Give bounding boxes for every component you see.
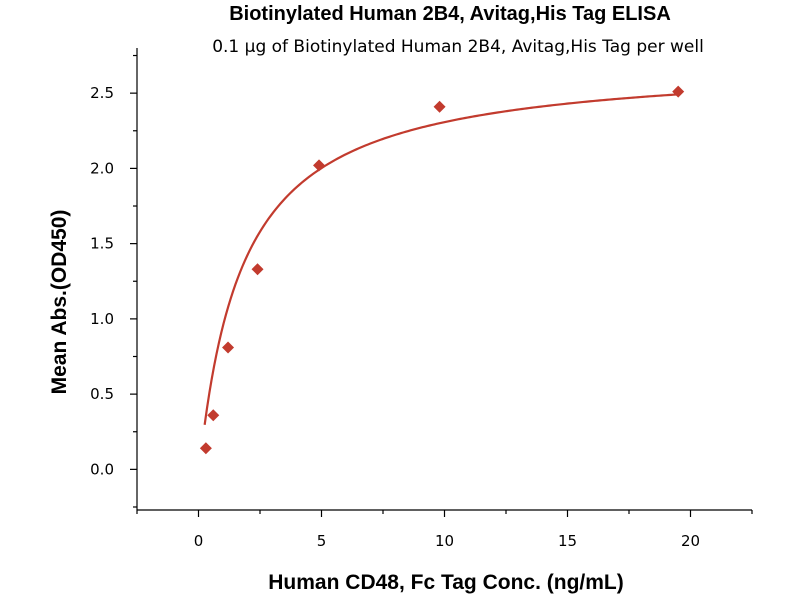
x-axis-ticks: 0 5 10 15 20: [136, 510, 753, 550]
data-point: [672, 85, 685, 98]
x-tick-label: 10: [435, 532, 454, 550]
y-tick-label: 0.5: [90, 385, 114, 403]
data-point: [199, 442, 212, 455]
x-tick-label: 20: [681, 532, 700, 550]
plot-area: [199, 85, 685, 455]
y-tick-label: 2.5: [90, 84, 114, 102]
fit-curve: [203, 93, 679, 425]
y-axis-ticks: 0.0 0.5 1.0 1.5 2.0 2.5: [90, 54, 137, 508]
data-point: [251, 263, 264, 276]
data-point: [313, 159, 326, 172]
chart-title: Biotinylated Human 2B4, Avitag,His Tag E…: [229, 3, 671, 25]
y-axis-label: Mean Abs.(OD450): [48, 210, 71, 395]
x-tick-label: 5: [317, 532, 327, 550]
y-tick-label: 2.0: [90, 159, 114, 177]
x-axis-label: Human CD48, Fc Tag Conc. (ng/mL): [268, 571, 623, 594]
x-tick-label: 0: [194, 532, 204, 550]
y-tick-label: 1.5: [90, 235, 114, 253]
x-tick-label: 15: [558, 532, 577, 550]
axes: [136, 48, 752, 511]
data-point: [207, 409, 220, 422]
data-point: [433, 100, 446, 113]
y-tick-label: 1.0: [90, 310, 114, 328]
y-tick-label: 0.0: [90, 460, 114, 478]
data-point: [222, 341, 235, 354]
chart-subtitle: 0.1 µg of Biotinylated Human 2B4, Avitag…: [212, 37, 704, 57]
